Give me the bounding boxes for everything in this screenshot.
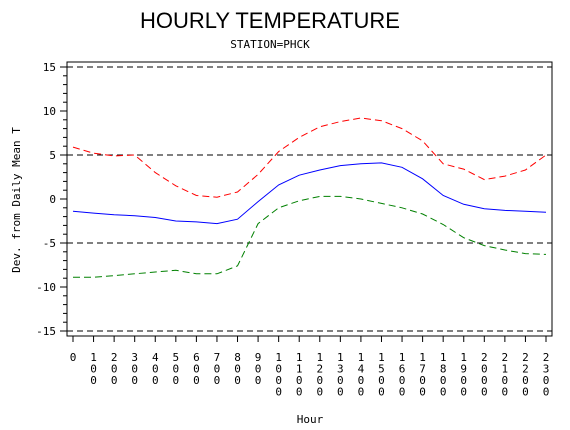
- plot-frame: [66, 61, 553, 337]
- y-tick-label: 0: [49, 193, 56, 206]
- y-tick-label: -10: [36, 281, 56, 294]
- series-line-2: [72, 162, 547, 225]
- y-tick-label: -15: [36, 325, 56, 338]
- axes: -15 -10 -5 0 5 10 15 0 1 0 0 2 0 0 3 0 0 4 0 0 5 0 0 6 0 0 7 0 0 8 0 0 9…: [36, 61, 553, 399]
- series-line-3: [73, 195, 547, 278]
- x-axis-label: Hour: [297, 413, 324, 426]
- chart-subtitle: STATION=PHCK: [230, 38, 310, 51]
- y-tick-label: 10: [43, 105, 56, 118]
- y-tick-label: 5: [49, 149, 56, 162]
- y-tick-label: -5: [43, 237, 56, 250]
- x-tick-label: 0: [70, 351, 77, 364]
- series-lines: [72, 117, 547, 278]
- reference-lines: [67, 66, 552, 332]
- y-tick-label: 15: [43, 61, 56, 74]
- y-axis-label: Dev. from Daily Mean T: [10, 127, 23, 273]
- chart-title: HOURLY TEMPERATURE: [140, 8, 400, 33]
- series-line-1: [72, 117, 547, 198]
